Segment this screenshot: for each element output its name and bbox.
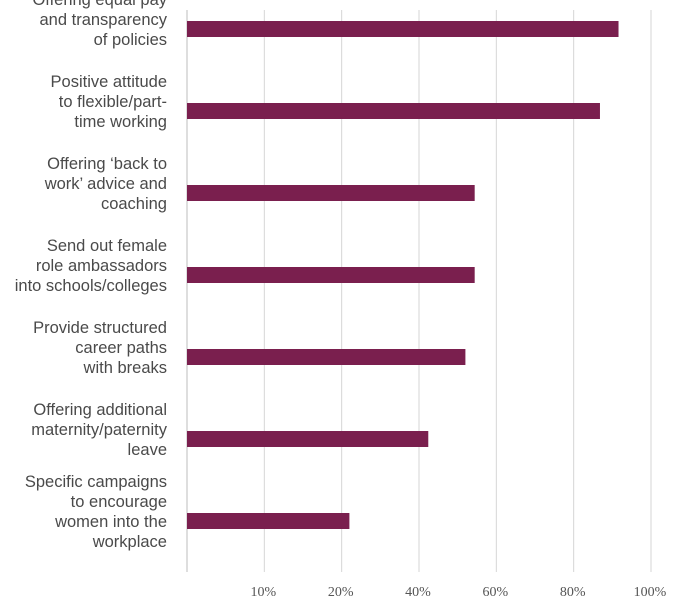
x-tick-labels: 10% 20% 40% 60% 80% 100% — [250, 585, 666, 600]
category-label-line: role ambassadors — [36, 257, 167, 275]
x-tick-label: 20% — [328, 585, 354, 600]
category-label-line: time working — [74, 113, 167, 131]
category-label-line: women into the — [54, 513, 167, 531]
category-label: Positive attitude to flexible/part-time w… — [51, 73, 167, 131]
category-label-line: Specific campaigns — [25, 473, 167, 491]
x-tick-label: 40% — [405, 585, 431, 600]
category-label: Offering additional maternity/paternity le… — [31, 401, 167, 459]
category-label-line: to encourage — [71, 493, 167, 511]
bar — [187, 431, 429, 447]
bar — [187, 21, 619, 37]
category-label-line: work’ advice and — [44, 175, 167, 193]
x-tick-label: 80% — [560, 585, 586, 600]
category-label-line: maternity/paternity — [31, 421, 167, 439]
grid-lines — [263, 10, 652, 572]
category-label-line: workplace — [92, 533, 167, 551]
category-label-line: Offering additional — [33, 401, 167, 419]
bar — [187, 349, 466, 365]
x-tick-label: 60% — [482, 585, 508, 600]
category-label-line: and transparency — [40, 11, 168, 29]
category-label: Send out female role ambassadors into scho… — [15, 237, 167, 295]
category-label-line: Send out female — [47, 237, 167, 255]
category-label: Specific campaigns to encourage women into… — [25, 473, 167, 551]
category-label-line: into schools/colleges — [15, 277, 167, 295]
category-label: Offering equal pay and transparency of pol… — [32, 0, 167, 49]
category-label-line: leave — [128, 441, 167, 459]
category-label-line: of policies — [94, 31, 167, 49]
category-label-line: career paths — [75, 339, 167, 357]
category-label-line: coaching — [101, 195, 167, 213]
category-label-line: Provide structured — [33, 319, 167, 337]
bar — [187, 267, 475, 283]
x-tick-label: 100% — [634, 585, 667, 600]
bar — [187, 185, 475, 201]
bar — [187, 103, 600, 119]
category-label-line: to flexible/part- — [59, 93, 167, 111]
category-label-line: with breaks — [83, 359, 167, 377]
category-label: Offering ‘back to work’ advice and coachin… — [44, 155, 167, 213]
category-label-line: Offering ‘back to — [47, 155, 167, 173]
category-label-line: Positive attitude — [51, 73, 167, 91]
category-label-line: Offering equal pay — [32, 0, 167, 9]
category-labels: Offering equal pay and transparency of pol… — [15, 0, 168, 551]
x-tick-label: 10% — [250, 585, 276, 600]
category-label: Provide structured career paths with break… — [33, 319, 167, 377]
bar — [187, 513, 350, 529]
bars — [187, 21, 619, 529]
